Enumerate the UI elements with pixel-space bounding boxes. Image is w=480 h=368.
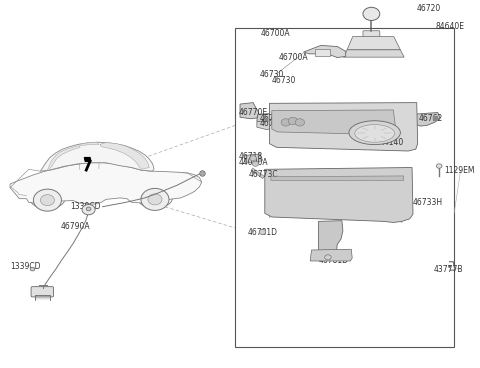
- Polygon shape: [310, 249, 352, 261]
- Text: 43777B: 43777B: [433, 265, 463, 273]
- Bar: [235, 28, 454, 347]
- Circle shape: [86, 207, 91, 211]
- Text: 1339CD: 1339CD: [10, 262, 40, 271]
- FancyBboxPatch shape: [31, 287, 53, 297]
- Text: 1129EM: 1129EM: [444, 166, 474, 174]
- Text: 1339CD: 1339CD: [70, 202, 100, 211]
- Circle shape: [141, 188, 169, 210]
- Polygon shape: [84, 158, 91, 161]
- Circle shape: [252, 161, 259, 166]
- Text: 44090A: 44090A: [239, 158, 269, 167]
- Text: 46781D: 46781D: [248, 228, 277, 237]
- Text: 46762: 46762: [259, 113, 284, 123]
- Polygon shape: [304, 45, 346, 57]
- Text: 46760C: 46760C: [259, 119, 289, 128]
- Text: 46790A: 46790A: [60, 222, 90, 231]
- Polygon shape: [347, 37, 400, 50]
- FancyBboxPatch shape: [363, 31, 380, 38]
- Circle shape: [436, 164, 442, 168]
- Text: 46762: 46762: [419, 114, 444, 123]
- Circle shape: [82, 205, 95, 215]
- Text: 46718: 46718: [239, 152, 263, 161]
- Polygon shape: [10, 163, 202, 204]
- Circle shape: [363, 7, 380, 21]
- Text: 44140: 44140: [379, 138, 404, 147]
- Polygon shape: [265, 167, 413, 223]
- Polygon shape: [269, 103, 418, 151]
- Polygon shape: [245, 154, 263, 163]
- Polygon shape: [100, 142, 149, 169]
- Polygon shape: [343, 50, 404, 57]
- Polygon shape: [40, 142, 154, 171]
- Text: 46700A: 46700A: [279, 53, 309, 62]
- Polygon shape: [79, 142, 99, 145]
- Polygon shape: [272, 110, 396, 135]
- Circle shape: [148, 194, 162, 205]
- Text: 84640E: 84640E: [435, 22, 465, 31]
- Circle shape: [40, 195, 54, 206]
- Ellipse shape: [349, 121, 400, 145]
- Text: 46730: 46730: [259, 70, 284, 78]
- Text: 46773C: 46773C: [249, 170, 278, 178]
- Text: 46733H: 46733H: [413, 198, 443, 207]
- Circle shape: [324, 255, 331, 260]
- Polygon shape: [271, 176, 404, 180]
- Circle shape: [295, 119, 304, 126]
- Polygon shape: [257, 121, 274, 130]
- Bar: [315, 49, 330, 56]
- Circle shape: [259, 230, 266, 234]
- Text: 46781D: 46781D: [319, 256, 348, 265]
- Polygon shape: [240, 103, 259, 119]
- Text: 46720: 46720: [417, 4, 441, 13]
- Polygon shape: [319, 221, 343, 260]
- Text: 46770E: 46770E: [239, 108, 268, 117]
- Circle shape: [250, 156, 256, 161]
- Polygon shape: [412, 113, 440, 126]
- Circle shape: [281, 119, 290, 126]
- Polygon shape: [257, 114, 273, 124]
- Circle shape: [30, 267, 35, 271]
- Text: 46730: 46730: [272, 76, 296, 85]
- Polygon shape: [48, 145, 80, 170]
- Text: 46700A: 46700A: [260, 29, 290, 38]
- Circle shape: [288, 117, 298, 125]
- Ellipse shape: [355, 125, 395, 142]
- Text: 46710A: 46710A: [313, 250, 342, 259]
- Circle shape: [34, 189, 61, 211]
